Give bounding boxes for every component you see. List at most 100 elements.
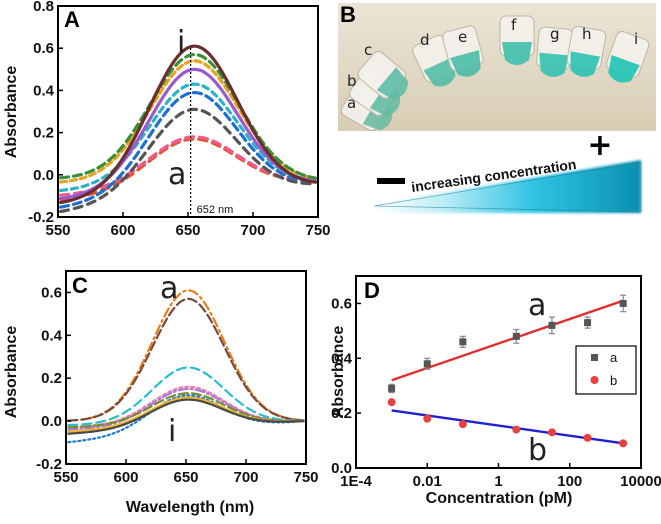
legend-box — [575, 345, 637, 395]
panelA-series-i — [59, 44, 317, 205]
panel-c-curve-label-top: a — [160, 271, 178, 306]
panel-d-x-ticks: 1E-4 0.01 1 100 10000 — [340, 463, 661, 490]
panel-d-y-tick-label: 0.2 — [331, 405, 352, 422]
tubes: abc d e f g h i — [340, 15, 650, 132]
panelA-x-tick-label: 700 — [240, 222, 265, 239]
panelC-series-b — [67, 297, 305, 422]
panel-d-x-tick-label: 100 — [557, 473, 582, 490]
panel-c-y-label: Absorbance — [3, 326, 20, 419]
panel-d-x-tick-label: 0.01 — [413, 473, 442, 490]
tube-label: f — [511, 16, 517, 34]
panel-d-letter: D — [364, 278, 380, 303]
panel-d-y-tick-label: 0.6 — [331, 295, 352, 312]
panelC-y-tick-label: 0.2 — [41, 370, 62, 387]
tube-g — [536, 26, 574, 77]
panelA-series-h — [59, 53, 317, 180]
tube-liquid — [376, 67, 408, 100]
tube-f — [499, 15, 535, 65]
panel-c-curves — [67, 289, 305, 444]
tube-liquid — [502, 42, 532, 65]
panel-d-y-label: Absorbance — [330, 326, 347, 419]
minus-sign — [377, 178, 405, 184]
tube-label: d — [420, 31, 430, 49]
tube-i — [606, 31, 650, 83]
panel-c-y-ticks: -0.2 0.0 0.2 0.4 0.6 — [36, 284, 71, 473]
data-point-a — [584, 319, 592, 327]
legend-label-b: b — [610, 373, 617, 388]
data-point-a — [512, 332, 520, 340]
panelC-x-tick-label: 750 — [293, 469, 318, 486]
tube-e — [442, 25, 484, 77]
tube-label: b — [347, 72, 357, 90]
panelA-y-tick-label: 0.0 — [33, 167, 54, 184]
data-point-b — [458, 420, 467, 429]
panelA-x-tick-label: 650 — [175, 222, 200, 239]
tube-label: h — [582, 25, 592, 43]
panelA-y-tick-label: 0.8 — [33, 0, 54, 15]
data-point-a — [423, 360, 431, 368]
panelA-x-tick-label: 550 — [45, 222, 70, 239]
peak-marker-label: 652 nm — [197, 204, 234, 216]
panel-c: -0.2 0.0 0.2 0.4 0.6 550 600 650 700 750 Absorba… — [3, 270, 319, 516]
panel-d: 0.0 0.2 0.4 0.6 1E-4 0.01 1 100 10000 Absorbanc… — [330, 275, 661, 507]
panel-a-curve-label-top: i — [177, 25, 185, 60]
panelA-y-tick-label: 0.6 — [33, 40, 54, 57]
panelC-y-tick-label: 0.0 — [41, 413, 62, 430]
legend-marker-b — [590, 376, 599, 384]
panel-a-y-ticks: -0.2 0.0 0.2 0.4 0.6 0.8 — [28, 0, 63, 226]
panel-d-y-tick-label: 0.0 — [331, 460, 352, 477]
panelA-series-d — [59, 91, 317, 209]
data-point-a — [388, 384, 396, 392]
tube-label: g — [550, 25, 560, 43]
panel-a-letter: A — [64, 7, 80, 32]
panel-d-x-tick-label: 10000 — [620, 473, 661, 490]
panel-d-x-label: Concentration (pM) — [426, 490, 573, 507]
panelC-x-tick-label: 550 — [53, 469, 78, 486]
panelA-series-g — [59, 59, 317, 184]
tube-label: c — [364, 41, 372, 59]
panelA-y-tick-label: 0.2 — [33, 125, 54, 142]
panel-d-y-ticks: 0.0 0.2 0.4 0.6 — [331, 295, 361, 477]
panel-c-letter: C — [72, 273, 88, 298]
panel-d-curve-label-top: a — [528, 288, 546, 323]
panelA-y-tick-label: 0.4 — [33, 82, 55, 99]
panel-d-legend: a b — [575, 345, 637, 395]
panelC-x-tick-label: 600 — [113, 469, 138, 486]
panelA-x-tick-label: 750 — [305, 222, 330, 239]
panel-c-x-label: Wavelength (nm) — [126, 499, 254, 516]
panel-d-y-tick-label: 0.4 — [331, 350, 353, 367]
panel-a-x-ticks: 550 600 650 700 750 — [45, 212, 331, 239]
panelC-y-tick-label: 0.6 — [41, 284, 62, 301]
panel-a: 652 nm -0.2 0.0 0.2 0.4 0.6 0.8 550 600 650 700 7… — [3, 0, 331, 239]
tube-liquid — [539, 52, 570, 77]
data-point-a — [548, 321, 556, 329]
legend-marker-a — [591, 354, 598, 361]
data-point-a — [459, 338, 467, 346]
panel-a-curve-label-bottom: a — [168, 157, 186, 192]
panel-d-curve-label-bottom: b — [528, 433, 547, 468]
data-point-b — [387, 398, 396, 407]
panel-d-points — [387, 294, 628, 448]
panelA-x-tick-label: 600 — [110, 222, 135, 239]
tube-liquid — [449, 50, 481, 77]
tube-h — [566, 25, 607, 77]
plus-sign: + — [587, 128, 612, 163]
data-point-b — [583, 433, 592, 442]
data-point-a — [619, 299, 627, 307]
legend-label-a: a — [610, 350, 618, 365]
data-point-b — [619, 439, 628, 448]
panelC-series-i — [67, 398, 305, 435]
panelA-series-b — [59, 135, 317, 197]
panelC-series-f — [67, 392, 305, 429]
panelC-y-tick-label: -0.2 — [36, 456, 62, 473]
tube-label: i — [634, 30, 638, 48]
panel-c-x-ticks: 550 600 650 700 750 — [53, 459, 319, 486]
panelA-y-tick-label: -0.2 — [28, 209, 54, 226]
panel-a-y-label: Absorbance — [3, 66, 20, 159]
tube-label: e — [458, 28, 467, 46]
data-point-b — [423, 414, 432, 423]
panelC-x-tick-label: 650 — [173, 469, 198, 486]
tube-label: a — [347, 94, 356, 112]
